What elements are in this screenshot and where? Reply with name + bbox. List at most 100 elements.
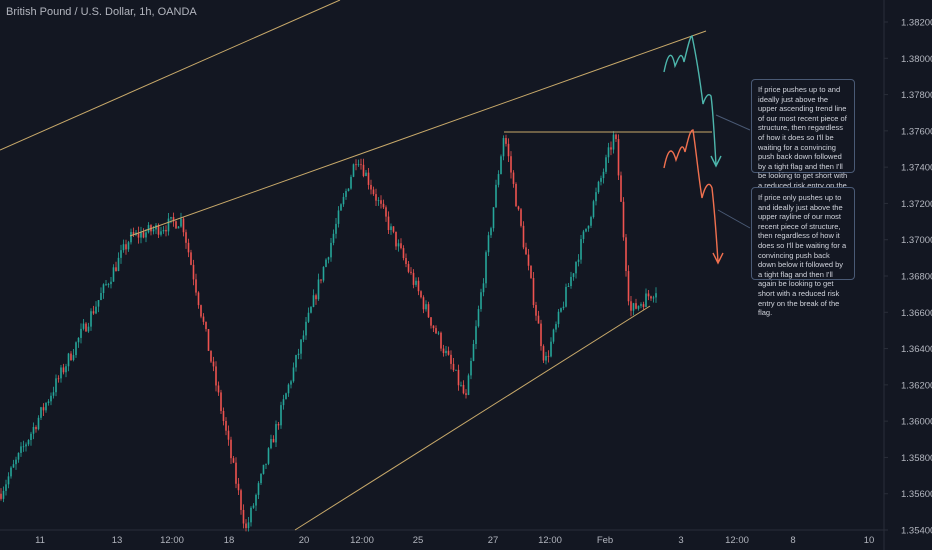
candle xyxy=(162,225,165,234)
candle xyxy=(350,174,352,190)
price-axis[interactable]: 1.38200 1.38000 1.37800 1.37600 1.37400 1.372… xyxy=(884,18,932,537)
candle xyxy=(70,351,72,361)
candle xyxy=(2,486,5,503)
candle xyxy=(32,422,35,440)
price-tick-label: 1.38200 xyxy=(901,18,932,29)
candle xyxy=(462,380,465,395)
candle xyxy=(135,230,137,237)
price-tick-label: 1.36400 xyxy=(901,344,932,355)
candle xyxy=(542,344,545,363)
candle xyxy=(535,301,537,321)
candle xyxy=(392,226,395,234)
candle xyxy=(62,363,65,375)
candle xyxy=(577,254,580,267)
upper-ascending-trendline[interactable] xyxy=(129,30,707,237)
candle xyxy=(112,264,115,282)
candle xyxy=(497,170,500,188)
time-axis[interactable]: 11 13 12:00 18 20 12:00 25 27 12:00 Feb 3 12:00 8 10 xyxy=(35,535,874,546)
candle xyxy=(622,197,625,241)
upper-parallel-trendline[interactable] xyxy=(0,0,341,151)
candle xyxy=(242,504,245,529)
candle xyxy=(480,288,482,312)
candle xyxy=(307,307,310,323)
candle xyxy=(360,158,362,170)
lower-ascending-trendline[interactable] xyxy=(294,305,651,531)
candle xyxy=(12,459,15,468)
candle xyxy=(537,310,540,324)
candle xyxy=(430,316,432,329)
price-tick-label: 1.35800 xyxy=(901,453,932,464)
candle xyxy=(212,356,215,372)
candle xyxy=(575,261,577,279)
candle xyxy=(527,248,530,271)
candle xyxy=(332,229,335,246)
candle xyxy=(7,472,10,489)
time-tick-label: 13 xyxy=(112,535,123,546)
time-tick-label: 25 xyxy=(413,535,424,546)
candlestick-series xyxy=(0,131,657,532)
price-tick-label: 1.35600 xyxy=(901,489,932,500)
candle xyxy=(287,383,290,397)
candle xyxy=(380,195,382,209)
candle xyxy=(517,205,520,211)
time-tick-label: 3 xyxy=(678,535,683,546)
candle xyxy=(637,305,640,311)
annotation-note-lower[interactable]: If price only pushes up to and ideally j… xyxy=(751,187,855,317)
candle xyxy=(252,503,255,509)
candle xyxy=(655,287,657,303)
candle xyxy=(182,217,185,237)
candle xyxy=(305,316,307,340)
candle xyxy=(477,305,480,328)
candle xyxy=(132,227,135,237)
candle xyxy=(570,271,572,289)
annotation-note-upper[interactable]: If price pushes up to and ideally just a… xyxy=(751,79,855,200)
time-tick-label: 12:00 xyxy=(160,535,184,546)
note-connector-2 xyxy=(717,209,751,229)
candle xyxy=(140,226,142,244)
candle xyxy=(405,253,407,268)
candle xyxy=(505,134,507,147)
candle xyxy=(42,403,45,416)
candle xyxy=(597,180,600,194)
candle xyxy=(285,392,287,400)
time-tick-label: 12:00 xyxy=(538,535,562,546)
candle xyxy=(187,238,190,258)
candle xyxy=(237,477,240,496)
candle xyxy=(0,488,2,501)
candle xyxy=(40,406,42,421)
candle xyxy=(492,207,495,232)
candle xyxy=(277,422,280,430)
candle xyxy=(97,300,100,313)
candle xyxy=(117,252,120,272)
candle xyxy=(370,179,372,195)
candle xyxy=(650,295,652,301)
candle xyxy=(540,319,542,351)
candle xyxy=(550,337,552,358)
candle xyxy=(17,452,20,463)
candle xyxy=(652,295,655,303)
candle xyxy=(265,463,267,470)
candle xyxy=(150,224,152,236)
price-tick-label: 1.37400 xyxy=(901,163,932,174)
candle xyxy=(520,207,522,228)
candle xyxy=(605,154,607,175)
trend-lines[interactable] xyxy=(0,0,712,531)
candle xyxy=(627,265,630,306)
candle xyxy=(235,457,237,489)
candle xyxy=(257,481,260,500)
candle xyxy=(617,134,620,180)
candle xyxy=(107,282,110,288)
candle xyxy=(510,151,512,179)
candle xyxy=(522,221,525,250)
candle xyxy=(95,301,97,315)
candle xyxy=(217,381,220,396)
price-tick-label: 1.36600 xyxy=(901,308,932,319)
candle xyxy=(447,346,450,356)
candle xyxy=(272,435,275,443)
price-tick-label: 1.38000 xyxy=(901,54,932,65)
candle xyxy=(452,358,455,372)
candle xyxy=(402,245,405,261)
price-tick-label: 1.37800 xyxy=(901,90,932,101)
candle xyxy=(345,188,347,200)
